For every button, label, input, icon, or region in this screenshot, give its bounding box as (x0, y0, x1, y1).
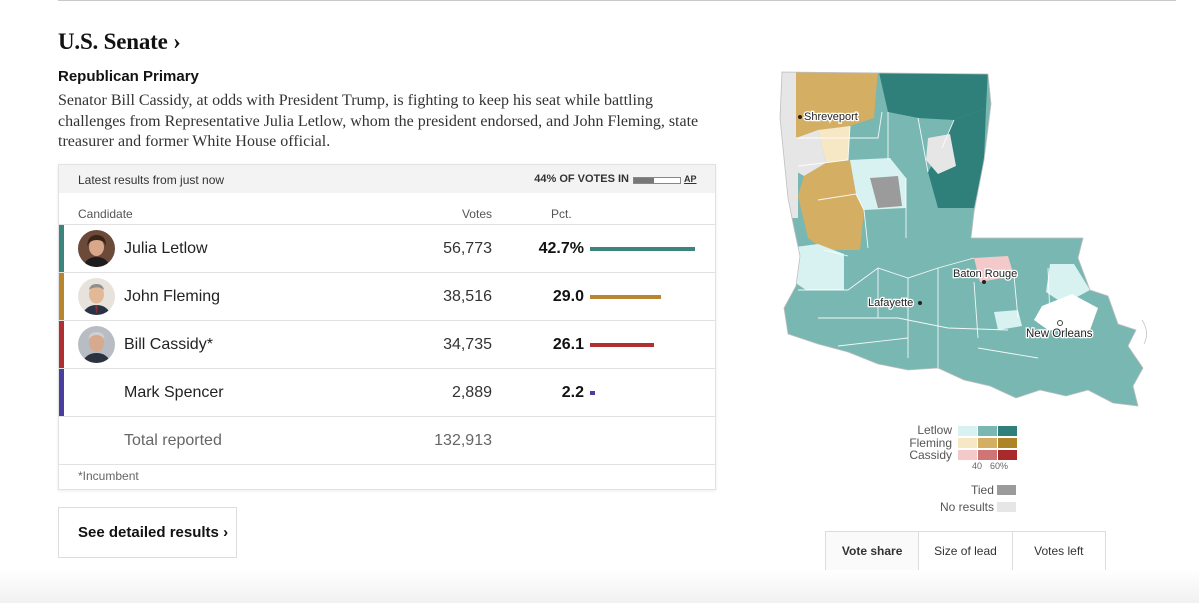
race-subtitle: Republican Primary (58, 68, 199, 85)
map-label-new-orleans: New Orleans (1026, 328, 1093, 340)
candidate-color-bar (59, 273, 64, 320)
legend-swatch-fleming-mid (978, 438, 997, 448)
legend-swatch-tied (997, 485, 1016, 495)
votes-in-progress-bar (633, 177, 681, 184)
pct-bar-mark-spencer (590, 391, 596, 395)
legend-swatch-fleming-high (998, 438, 1017, 448)
votes-in-progress-fill (634, 178, 655, 183)
candidate-pct: 2.2 (561, 384, 584, 401)
candidate-color-bar (59, 369, 64, 416)
legend-label-fleming: Fleming (909, 436, 952, 450)
candidate-name: Mark Spencer (124, 384, 224, 401)
candidate-votes: 56,773 (443, 240, 492, 257)
toggle-votes-left[interactable]: Votes left (1034, 544, 1084, 558)
legend-tick-40: 40 (972, 461, 983, 471)
total-label: Total reported (124, 432, 222, 449)
column-header-pct: Pct. (551, 207, 572, 221)
total-row: Total reported 132,913 (59, 417, 715, 465)
legend-tick-60: 60% (990, 461, 1009, 471)
baton-rouge-marker (982, 280, 986, 284)
legend-swatch-cassidy-mid (978, 450, 997, 460)
ap-source-link[interactable]: AP (684, 174, 697, 184)
pct-bar-julia-letlow (590, 247, 695, 251)
legend-swatch-no-results (997, 502, 1016, 512)
results-table: Latest results from just now 44% OF VOTE… (58, 164, 716, 490)
candidate-votes: 38,516 (443, 288, 492, 305)
candidate-row: Bill Cassidy* 34,735 26.1 (59, 321, 715, 369)
avatar-john-fleming (78, 278, 115, 315)
map-label-lafayette: Lafayette (868, 297, 913, 309)
legend-swatch-cassidy-high (998, 450, 1017, 460)
legend-swatch-fleming-low (958, 438, 977, 448)
candidate-row: Mark Spencer 2,889 2.2 (59, 369, 715, 417)
bottom-fade (0, 570, 1199, 603)
map-label-shreveport: Shreveport (804, 111, 858, 123)
avatar-bill-cassidy (78, 326, 115, 363)
candidate-name: Bill Cassidy* (124, 336, 213, 353)
candidate-votes: 2,889 (451, 384, 492, 401)
toggle-vote-share[interactable]: Vote share (826, 532, 920, 570)
top-divider (58, 0, 1176, 1)
candidate-name: Julia Letlow (124, 240, 208, 257)
candidate-pct: 26.1 (552, 336, 584, 353)
map-label-baton-rouge: Baton Rouge (953, 268, 1017, 280)
latest-results-text: Latest results from just now (78, 173, 225, 187)
candidate-pct: 42.7% (538, 240, 584, 257)
pct-bar-bill-cassidy (590, 343, 655, 347)
avatar-julia-letlow (78, 230, 115, 267)
results-header: Latest results from just now 44% OF VOTE… (59, 165, 715, 193)
lafayette-marker (918, 301, 922, 305)
column-header-votes: Votes (461, 207, 492, 221)
candidate-pct: 29.0 (552, 288, 584, 305)
section-title[interactable]: U.S. Senate › (58, 29, 181, 54)
candidate-color-bar (59, 321, 64, 368)
candidate-color-bar (59, 225, 64, 272)
see-detailed-results-button[interactable]: See detailed results › (58, 507, 237, 558)
race-description: Senator Bill Cassidy, at odds with Presi… (58, 92, 699, 150)
candidate-name: John Fleming (124, 288, 221, 305)
votes-in-text: 44% OF VOTES IN (534, 173, 629, 185)
legend-label-no-results: No results (940, 500, 995, 514)
new-orleans-marker (1057, 320, 1063, 326)
legend-swatch-cassidy-low (958, 450, 977, 460)
total-votes: 132,913 (434, 432, 492, 449)
legend-swatch-letlow-low (958, 426, 977, 436)
map-view-toggle: Vote share Size of lead Votes left (825, 531, 1106, 571)
candidate-row: John Fleming 38,516 29.0 (59, 273, 715, 321)
pct-bar-john-fleming (590, 295, 662, 299)
see-detailed-results-label: See detailed results › (78, 524, 229, 541)
incumbent-footnote: *Incumbent (78, 469, 139, 483)
candidate-row: Julia Letlow 56,773 42.7% (59, 225, 715, 273)
legend-label-tied: Tied (971, 483, 994, 497)
louisiana-parish-map[interactable]: Shreveport Baton Rouge Lafayette New Orl… (778, 68, 1156, 413)
column-headers: Candidate Votes Pct. (59, 193, 715, 225)
candidate-votes: 34,735 (443, 336, 492, 353)
column-header-candidate: Candidate (78, 207, 133, 221)
legend-swatch-letlow-mid (978, 426, 997, 436)
shreveport-marker (798, 115, 802, 119)
legend-label-cassidy: Cassidy (909, 448, 952, 462)
toggle-size-of-lead[interactable]: Size of lead (919, 532, 1013, 570)
legend-label-letlow: Letlow (917, 423, 952, 437)
legend-swatch-letlow-high (998, 426, 1017, 436)
